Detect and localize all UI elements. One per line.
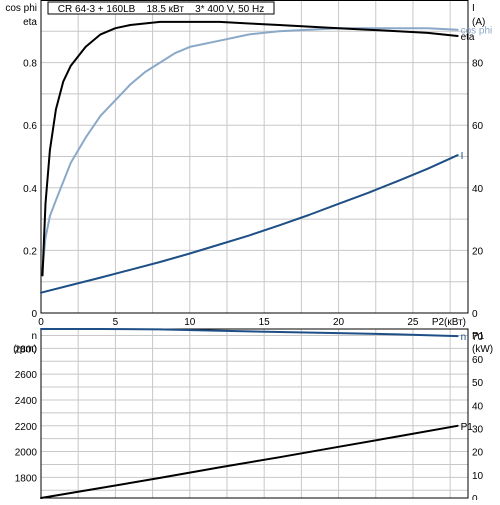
power-p1-series-label: P1	[461, 422, 474, 433]
bottom-right-axis-label-2: (kW)	[472, 344, 493, 355]
right-tick-label: 60	[472, 121, 484, 132]
right-tick-label: 20	[472, 246, 484, 257]
bottom-right-axis-label-1: P1	[472, 331, 485, 342]
x-tick-label: 15	[259, 317, 271, 328]
left-tick-label: 2000	[15, 448, 38, 459]
left-tick-label: 2400	[15, 396, 38, 407]
power-p1-curve	[40, 424, 459, 499]
top-grid	[40, 0, 468, 313]
curves	[40, 20, 459, 499]
left-tick-label: 0.6	[23, 121, 37, 132]
left-tick-label: 2600	[15, 370, 38, 381]
right-tick-label: 0	[472, 494, 478, 500]
cos-phi-curve	[41, 27, 459, 271]
current-series-label: I	[461, 151, 464, 162]
right-tick-label: 50	[472, 378, 484, 389]
top-left-axis-label-2: eta	[23, 17, 37, 28]
right-tick-label: 80	[472, 59, 484, 70]
eta-curve	[41, 20, 459, 277]
eta-series-label: eta	[461, 32, 475, 43]
right-tick-label: 0	[472, 309, 478, 320]
right-tick-label: 10	[472, 471, 484, 482]
right-tick-label: 60	[472, 355, 484, 366]
right-tick-label: 70	[472, 332, 484, 343]
chart-title: CR 64-3 + 160LB 18.5 кВт 3* 400 V, 50 Hz	[58, 4, 264, 15]
left-tick-label: 2800	[15, 344, 38, 355]
x-tick-label: 25	[407, 317, 419, 328]
top-left-axis-label-1: cos phi	[5, 3, 37, 14]
speed-curve	[40, 328, 459, 338]
title-box	[47, 1, 275, 15]
right-tick-label: 40	[472, 401, 484, 412]
speed-series-label: n	[461, 332, 467, 343]
x-tick-label: 20	[333, 317, 345, 328]
top-right-axis-label-2: (A)	[472, 17, 485, 28]
right-tick-label: 20	[472, 448, 484, 459]
x-tick-label: 0	[38, 317, 44, 328]
top-right-axis-label-1: I	[472, 3, 475, 14]
bottom-left-axis-label-1: n	[31, 331, 37, 342]
left-tick-label: 1800	[15, 473, 38, 484]
left-tick-label: 0.2	[23, 246, 37, 257]
bottom-left-axis-label-2: (rpm)	[13, 344, 37, 355]
x-tick-label: 5	[113, 317, 119, 328]
left-tick-label: 0	[31, 309, 37, 320]
top-plot-frame	[40, 0, 469, 314]
right-tick-label: 30	[472, 425, 484, 436]
left-tick-label: 0.8	[23, 59, 37, 70]
current-curve	[40, 154, 459, 294]
bottom-plot-frame	[40, 328, 469, 499]
cos-phi-series-label: cos phi	[461, 26, 493, 37]
left-tick-label: 0.4	[23, 184, 37, 195]
x-tick-label: 10	[184, 317, 196, 328]
right-tick-label: 40	[472, 184, 484, 195]
x-axis-label: P2(кВт)	[432, 317, 466, 328]
left-tick-label: 2200	[15, 422, 38, 433]
bottom-grid	[40, 329, 468, 498]
tick-labels: 0 5 10 15 20 25 0 0.2 0.4 0.6 0.8 0 20 40 60 80 1800 2000…	[15, 59, 484, 505]
